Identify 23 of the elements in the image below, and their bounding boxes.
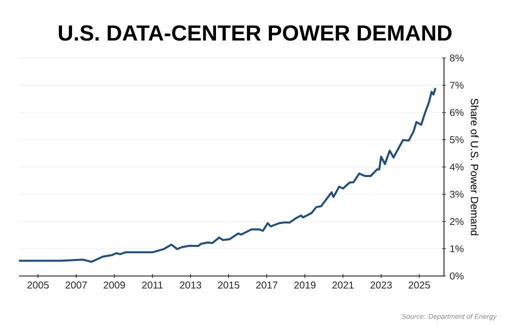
x-tick-label: 2011 bbox=[142, 282, 163, 289]
x-tick-label: 2009 bbox=[104, 282, 125, 289]
y-tick-label: 2% bbox=[450, 218, 464, 226]
y-tick-label: 1% bbox=[450, 245, 464, 252]
y-tick-label: 7% bbox=[450, 82, 464, 89]
x-tick-label: 2023 bbox=[370, 282, 392, 289]
x-tick-label: 2005 bbox=[27, 282, 49, 289]
x-tick-label: 2017 bbox=[256, 282, 278, 289]
y-tick-label: 8% bbox=[450, 54, 464, 62]
y-tick-label: 5% bbox=[450, 136, 464, 144]
x-tick-label: 2013 bbox=[180, 282, 202, 289]
x-tick-label: 2015 bbox=[218, 282, 240, 289]
x-tick-label: 2025 bbox=[408, 282, 430, 289]
y-tick-label: 0% bbox=[450, 272, 464, 280]
y-tick-label: 3% bbox=[450, 190, 464, 198]
y-tick-label: 4% bbox=[450, 164, 464, 170]
chart-title: U.S. DATA-CENTER POWER DEMAND bbox=[58, 25, 452, 41]
line-series bbox=[19, 86, 436, 263]
y-axis-title: Share of U.S. Power Demand bbox=[470, 98, 478, 236]
x-tick-label: 2021 bbox=[332, 282, 354, 289]
x-tick-label: 2019 bbox=[294, 282, 316, 289]
x-tick-label: 2007 bbox=[66, 282, 87, 289]
y-tick-label: 6% bbox=[450, 108, 464, 116]
